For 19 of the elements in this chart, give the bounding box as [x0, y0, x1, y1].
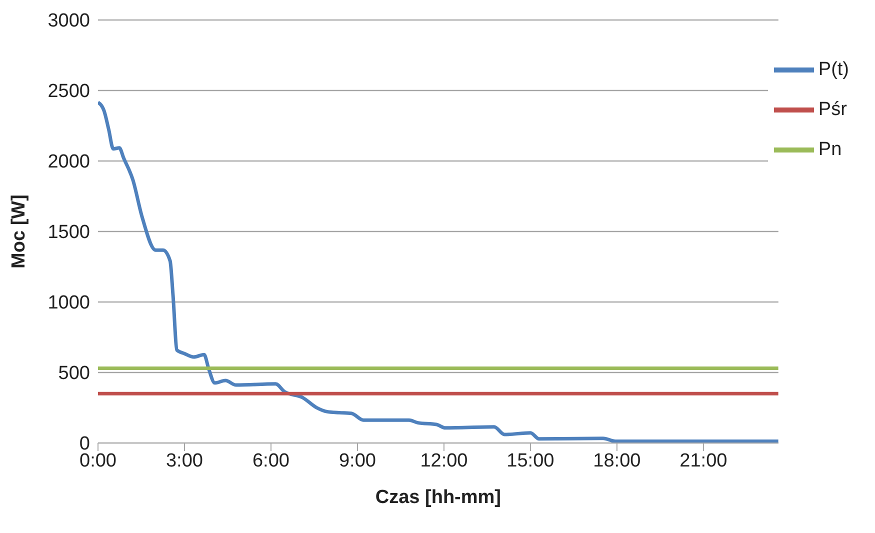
x-tick-label: 18:00 [593, 450, 641, 472]
x-axis-title: Czas [hh-mm] [375, 487, 502, 508]
y-tick-label: 3000 [48, 10, 90, 32]
y-tick-label: 500 [58, 363, 90, 384]
x-tick-label: 21:00 [680, 450, 728, 472]
y-tick-label: 2500 [48, 81, 90, 102]
x-tick-label: 0:00 [80, 450, 116, 472]
y-axis-title: Moc [W] [8, 194, 30, 268]
y-tick-label: 2000 [48, 152, 90, 173]
legend-label: Pn [818, 139, 842, 160]
y-tick-label: 1500 [48, 222, 90, 244]
x-tick-label: 6:00 [252, 450, 290, 472]
x-tick-label: 9:00 [338, 450, 376, 472]
y-tick-label: 1000 [48, 292, 90, 314]
x-tick-label: 3:00 [166, 450, 203, 472]
legend-label: P(t) [818, 59, 849, 80]
legend-label: Pśr [818, 99, 847, 120]
x-tick-label: 15:00 [506, 450, 554, 472]
x-tick-label: 12:00 [420, 450, 468, 472]
